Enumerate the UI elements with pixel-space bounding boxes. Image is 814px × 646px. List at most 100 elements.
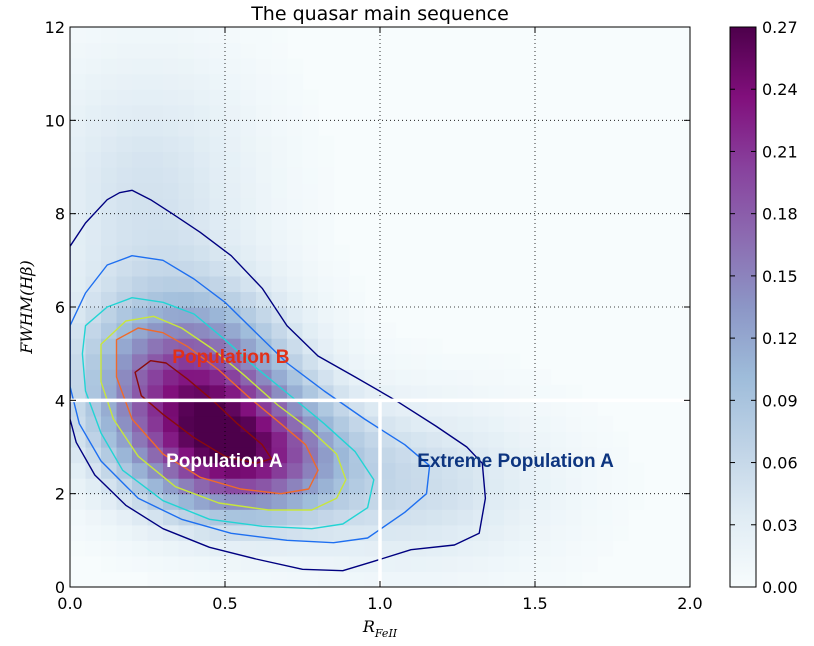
heatmap-cell bbox=[70, 151, 87, 168]
heatmap-cell bbox=[256, 322, 273, 339]
heatmap-cell bbox=[70, 182, 87, 199]
heatmap-cell bbox=[380, 431, 397, 448]
contour-line bbox=[134, 360, 273, 464]
heatmap-cell bbox=[163, 198, 180, 215]
heatmap-cell bbox=[302, 555, 319, 573]
heatmap-cell bbox=[163, 571, 180, 587]
heatmap-cell bbox=[85, 509, 102, 526]
heatmap-cell bbox=[101, 431, 118, 448]
heatmap-cell bbox=[194, 478, 211, 495]
heatmap-cell bbox=[287, 400, 304, 417]
x-tick-label: 0.0 bbox=[57, 594, 82, 613]
heatmap-cell bbox=[271, 42, 288, 59]
heatmap-cell bbox=[473, 447, 490, 464]
heatmap-cell bbox=[194, 244, 211, 261]
heatmap-cell bbox=[240, 400, 257, 417]
heatmap-cell bbox=[101, 384, 118, 401]
heatmap-cell bbox=[349, 307, 366, 324]
heatmap-cell bbox=[426, 555, 443, 573]
heatmap-cell bbox=[395, 415, 412, 433]
heatmap-cell bbox=[147, 509, 164, 526]
heatmap-cell bbox=[550, 447, 567, 464]
heatmap-cell bbox=[163, 120, 180, 137]
heatmap-cell bbox=[209, 555, 226, 573]
heatmap-cell bbox=[287, 213, 304, 230]
heatmap-cell bbox=[70, 42, 87, 59]
heatmap-cell bbox=[395, 431, 412, 448]
heatmap-cell bbox=[178, 120, 195, 137]
heatmap-cell bbox=[209, 493, 226, 510]
heatmap-cell bbox=[318, 462, 335, 479]
heatmap-cell bbox=[519, 369, 536, 386]
heatmap-cell bbox=[287, 73, 304, 90]
heatmap-cell bbox=[535, 415, 552, 433]
heatmap-cell bbox=[364, 509, 381, 526]
heatmap-cell bbox=[240, 571, 257, 587]
heatmap-cell bbox=[271, 104, 288, 121]
heatmap-cell bbox=[256, 462, 273, 479]
heatmap-cell bbox=[178, 540, 195, 557]
heatmap-cell bbox=[504, 400, 521, 417]
heatmap-cell bbox=[132, 338, 149, 355]
heatmap-cell bbox=[85, 229, 102, 246]
heatmap-cell bbox=[85, 524, 102, 541]
heatmap-cell bbox=[612, 509, 629, 526]
heatmap-cell bbox=[256, 42, 273, 59]
heatmap-cell bbox=[581, 478, 598, 495]
heatmap-cell bbox=[70, 478, 87, 495]
heatmap-cell bbox=[581, 540, 598, 557]
heatmap-cell bbox=[364, 400, 381, 417]
heatmap-cell bbox=[302, 104, 319, 121]
heatmap-cell bbox=[256, 353, 273, 370]
heatmap-cell bbox=[116, 322, 133, 339]
heatmap-cell bbox=[240, 260, 257, 277]
heatmap-cell bbox=[70, 338, 87, 355]
heatmap-cell bbox=[566, 462, 583, 479]
heatmap-cell bbox=[240, 198, 257, 215]
heatmap-cell bbox=[271, 244, 288, 261]
heatmap-cell bbox=[178, 27, 195, 44]
heatmap-cell bbox=[504, 384, 521, 401]
heatmap-cell bbox=[256, 135, 273, 153]
heatmap-cell bbox=[612, 462, 629, 479]
heatmap-cell bbox=[147, 182, 164, 199]
heatmap-cell bbox=[287, 524, 304, 541]
heatmap-cell bbox=[333, 493, 350, 510]
heatmap-cell bbox=[85, 384, 102, 401]
heatmap-cell bbox=[209, 509, 226, 526]
heatmap-cell bbox=[240, 555, 257, 573]
heatmap-cell bbox=[411, 571, 428, 587]
heatmap-cell bbox=[70, 198, 87, 215]
heatmap-cell bbox=[457, 369, 474, 386]
heatmap-cell bbox=[163, 431, 180, 448]
heatmap-cell bbox=[271, 353, 288, 370]
heatmap-cell bbox=[519, 400, 536, 417]
heatmap-cell bbox=[504, 369, 521, 386]
heatmap-cell bbox=[132, 369, 149, 386]
heatmap-cell bbox=[426, 384, 443, 401]
heatmap-cell bbox=[101, 120, 118, 137]
heatmap-cell bbox=[349, 353, 366, 370]
heatmap-cell bbox=[178, 104, 195, 121]
heatmap-cell bbox=[349, 540, 366, 557]
heatmap-cell bbox=[597, 509, 614, 526]
heatmap-cell bbox=[256, 58, 273, 75]
heatmap-cell bbox=[426, 400, 443, 417]
heatmap-cell bbox=[318, 244, 335, 261]
heatmap-cell bbox=[225, 275, 242, 293]
heatmap-cell bbox=[271, 338, 288, 355]
heatmap-cell bbox=[380, 462, 397, 479]
heatmap-cell bbox=[550, 384, 567, 401]
heatmap-cell bbox=[225, 571, 242, 587]
heatmap-cell bbox=[535, 369, 552, 386]
heatmap-cell bbox=[116, 275, 133, 293]
heatmap-cell bbox=[194, 540, 211, 557]
heatmap-cell bbox=[442, 555, 459, 573]
heatmap-cell bbox=[101, 275, 118, 293]
heatmap-cell bbox=[256, 229, 273, 246]
heatmap-cell bbox=[116, 167, 133, 184]
heatmap-cell bbox=[147, 213, 164, 230]
heatmap-cell bbox=[426, 524, 443, 541]
heatmap-cell bbox=[473, 462, 490, 479]
heatmap-cell bbox=[225, 322, 242, 339]
